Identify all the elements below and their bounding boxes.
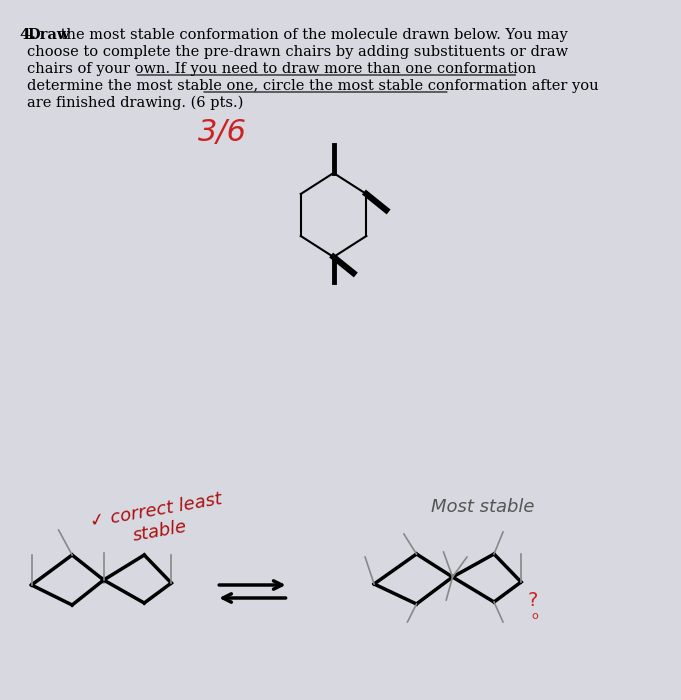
Text: ?: ? [527, 591, 538, 610]
Text: 4.: 4. [20, 28, 41, 42]
Circle shape [101, 577, 106, 583]
Text: Most stable: Most stable [430, 498, 534, 516]
Text: Draw: Draw [27, 28, 69, 42]
Text: are finished drawing. (6 pts.): are finished drawing. (6 pts.) [27, 96, 243, 111]
Text: choose to complete the pre-drawn chairs by adding substituents or draw: choose to complete the pre-drawn chairs … [27, 45, 568, 59]
Text: chairs of your own. If you need to draw more than one conformation: chairs of your own. If you need to draw … [27, 62, 537, 76]
Text: the most stable conformation of the molecule drawn below. You may: the most stable conformation of the mole… [56, 28, 568, 42]
Text: ✓ correct least
stable: ✓ correct least stable [89, 490, 227, 552]
Text: 3/6: 3/6 [198, 118, 247, 147]
Text: determine the most stable one, circle the most stable conformation after you: determine the most stable one, circle th… [27, 79, 599, 93]
Text: o: o [531, 611, 538, 621]
